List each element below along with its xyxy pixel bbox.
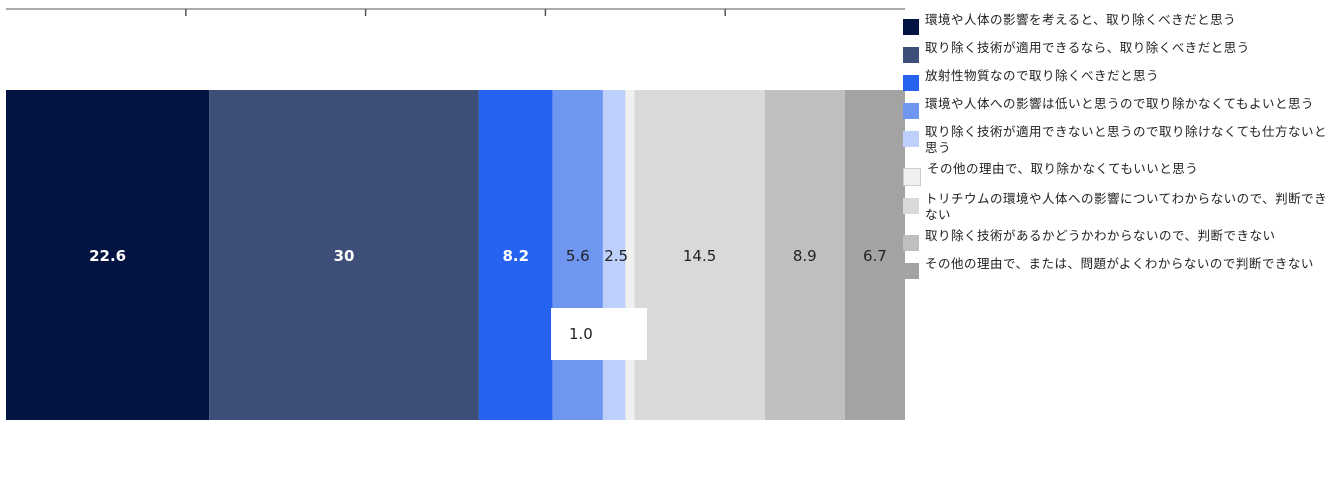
data-label: 8.9 [793,247,817,265]
bar-segment [6,90,210,420]
data-label: 8.2 [502,247,529,265]
legend-swatch [903,263,919,279]
legend-item: 環境や人体の影響を考えると、取り除くべきだと思う [903,12,1335,35]
bar-segment [764,90,845,420]
data-label: 22.6 [89,247,126,265]
legend-label: 取り除く技術が適用できるなら、取り除くべきだと思う [925,40,1250,55]
data-label: 30 [334,247,355,265]
legend-label: 取り除く技術があるかどうかわからないので、判断できない [925,228,1276,243]
stacked-bar [6,90,905,420]
legend-swatch [903,235,919,251]
legend-label: 放射性物質なので取り除くべきだと思う [925,68,1160,83]
bar-segment [552,90,603,420]
legend-item: 取り除く技術が適用できないと思うので取り除けなくても仕方ないと思う [903,124,1335,156]
legend-item: その他の理由で、または、問題がよくわからないので判断できない [903,256,1335,279]
legend-label: その他の理由で、または、問題がよくわからないので判断できない [925,256,1314,271]
callout-text: 1.0 [569,325,593,343]
data-labels: 22.6 30 8.2 5.6 2.5 14.5 8.9 6.7 [89,247,887,265]
legend-label: 環境や人体の影響を考えると、取り除くべきだと思う [925,12,1237,27]
legend: 環境や人体の影響を考えると、取り除くべきだと思う 取り除く技術が適用できるなら、… [903,12,1335,284]
legend-swatch [903,198,919,214]
legend-item: 取り除く技術があるかどうかわからないので、判断できない [903,228,1335,251]
legend-label: 取り除く技術が適用できないと思うので取り除けなくても仕方ないと思う [925,124,1328,155]
legend-swatch [903,75,919,91]
data-label: 5.6 [566,247,590,265]
legend-label: その他の理由で、取り除かなくてもいいと思う [927,161,1199,176]
data-label: 6.7 [863,247,887,265]
legend-swatch [903,168,921,186]
bar-segment [478,90,553,420]
chart-plot: 22.6 30 8.2 5.6 2.5 14.5 8.9 6.7 [6,8,905,420]
legend-item: トリチウムの環境や人体への影響についてわからないので、判断できない [903,191,1335,223]
data-label: 2.5 [604,247,628,265]
legend-label: トリチウムの環境や人体への影響についてわからないので、判断できない [925,191,1328,222]
data-label: 14.5 [683,247,716,265]
legend-swatch [903,103,919,119]
legend-swatch [903,47,919,63]
legend-item: 環境や人体への影響は低いと思うので取り除かなくてもよいと思う [903,96,1335,119]
legend-swatch [903,19,919,35]
bar-segment [634,90,765,420]
legend-item: 放射性物質なので取り除くべきだと思う [903,68,1335,91]
bar-segment [625,90,635,420]
legend-label: 環境や人体への影響は低いと思うので取り除かなくてもよいと思う [925,96,1315,111]
legend-item: 取り除く技術が適用できるなら、取り除くべきだと思う [903,40,1335,63]
legend-item: その他の理由で、取り除かなくてもいいと思う [903,161,1335,186]
bar-segment [844,90,905,420]
legend-swatch [903,131,919,147]
callout-label-1-0: 1.0 [551,308,647,360]
bar-segment [209,90,479,420]
x-axis [6,8,905,16]
